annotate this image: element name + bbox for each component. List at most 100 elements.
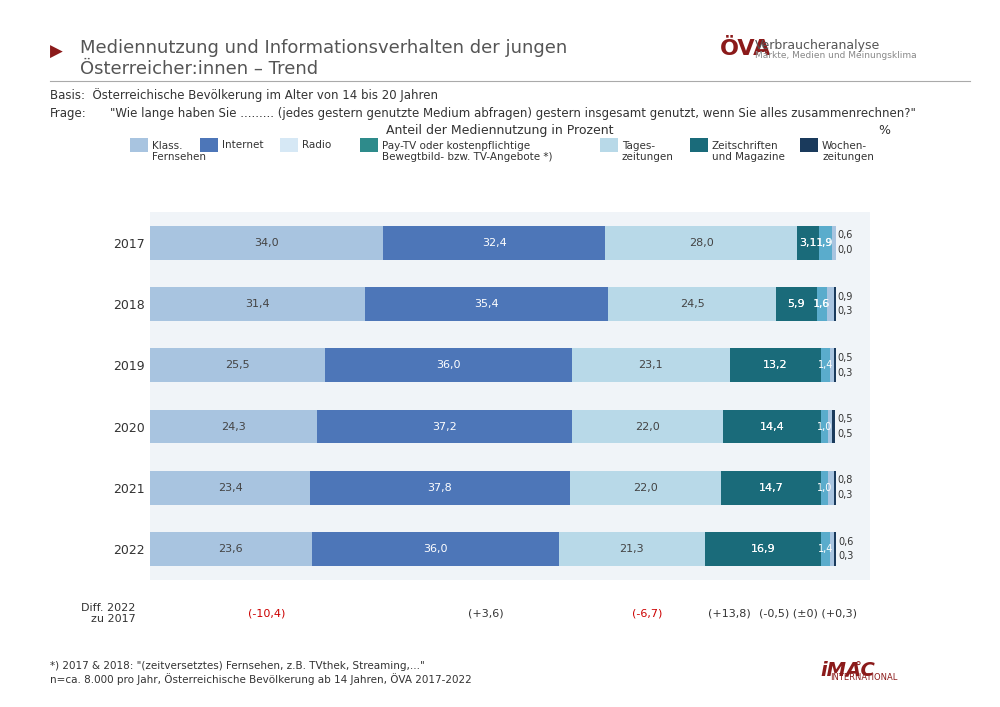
Bar (830, 532, 834, 566)
Text: 37,8: 37,8 (428, 483, 452, 493)
Text: 0,9: 0,9 (838, 292, 853, 302)
Text: 3,1: 3,1 (799, 238, 817, 247)
Text: 0,6: 0,6 (838, 537, 854, 547)
Text: Internet: Internet (222, 140, 264, 150)
Text: 28,0: 28,0 (689, 238, 714, 247)
Bar (819, 226, 832, 259)
Text: 3,1: 3,1 (799, 238, 817, 247)
Bar (827, 287, 834, 321)
Text: 0,5: 0,5 (837, 429, 853, 439)
Bar (832, 226, 836, 259)
Text: 1,6: 1,6 (814, 299, 830, 309)
Text: 0,3: 0,3 (838, 306, 853, 316)
Text: 5,9: 5,9 (787, 299, 805, 309)
Bar (605, 226, 797, 259)
Text: Basis:  Österreichische Bevölkerung im Alter von 14 bis 20 Jahren: Basis: Österreichische Bevölkerung im Al… (50, 88, 438, 103)
Text: 0,5: 0,5 (838, 353, 853, 363)
Bar (383, 226, 605, 259)
Bar (365, 287, 608, 321)
Text: Wochen-: Wochen- (822, 141, 867, 151)
Text: 1,4: 1,4 (818, 544, 833, 554)
Text: 1,6: 1,6 (813, 299, 831, 309)
Text: Tages-: Tages- (622, 141, 655, 151)
Text: 1,0: 1,0 (817, 421, 832, 431)
Text: Bewegtbild- bzw. TV-Angebote *): Bewegtbild- bzw. TV-Angebote *) (382, 152, 552, 162)
Text: 13,2: 13,2 (763, 361, 788, 370)
Text: 21,3: 21,3 (619, 544, 644, 554)
Text: 0,6: 0,6 (838, 230, 853, 240)
Text: 36,0: 36,0 (436, 361, 461, 370)
Text: 0,3: 0,3 (838, 368, 853, 378)
Bar (150, 226, 383, 259)
Text: 1,9: 1,9 (817, 238, 833, 247)
Text: Klass.: Klass. (152, 141, 182, 151)
Bar (325, 349, 572, 382)
Text: und Magazine: und Magazine (712, 152, 785, 162)
Text: (-10,4): (-10,4) (248, 608, 285, 619)
Bar (572, 349, 730, 382)
Text: zeitungen: zeitungen (822, 152, 874, 162)
Text: 0,8: 0,8 (838, 476, 853, 486)
Bar (832, 410, 835, 443)
Bar (828, 471, 834, 505)
Text: Zeitschriften: Zeitschriften (712, 141, 779, 151)
Text: Diff. 2022
zu 2017: Diff. 2022 zu 2017 (81, 602, 136, 624)
Bar (821, 410, 828, 443)
Text: Fernsehen: Fernsehen (152, 152, 206, 162)
Bar (150, 532, 312, 566)
Text: 14,7: 14,7 (759, 483, 783, 493)
Bar (317, 410, 572, 443)
Bar (559, 532, 705, 566)
Text: 5,9: 5,9 (787, 299, 805, 309)
Text: 0,5: 0,5 (837, 414, 853, 424)
Text: 37,2: 37,2 (432, 421, 457, 431)
Text: Pay-TV oder kostenpflichtige: Pay-TV oder kostenpflichtige (382, 141, 530, 151)
Bar (834, 471, 836, 505)
Text: %: % (878, 124, 890, 136)
Text: zeitungen: zeitungen (622, 152, 674, 162)
Text: 24,5: 24,5 (680, 299, 704, 309)
Text: n=ca. 8.000 pro Jahr, Österreichische Bevölkerung ab 14 Jahren, ÖVA 2017-2022: n=ca. 8.000 pro Jahr, Österreichische Be… (50, 673, 472, 685)
Bar (608, 287, 776, 321)
Text: Anteil der Mediennutzung in Prozent: Anteil der Mediennutzung in Prozent (386, 124, 614, 136)
Bar (834, 287, 836, 321)
Text: (+13,8): (+13,8) (708, 608, 751, 619)
Text: 36,0: 36,0 (423, 544, 448, 554)
Bar (150, 410, 317, 443)
Bar (150, 287, 365, 321)
Text: ÖVA: ÖVA (720, 39, 771, 59)
Bar (797, 226, 819, 259)
Text: (+3,6): (+3,6) (468, 608, 504, 619)
Text: 0,3: 0,3 (838, 490, 853, 500)
Bar (830, 349, 834, 382)
Text: 22,0: 22,0 (635, 421, 660, 431)
Text: (-6,7): (-6,7) (632, 608, 662, 619)
Bar (821, 471, 828, 505)
Text: 14,4: 14,4 (760, 421, 784, 431)
Bar (730, 349, 821, 382)
Bar (312, 532, 559, 566)
Bar (723, 410, 821, 443)
Bar (705, 532, 821, 566)
Text: ▶: ▶ (50, 42, 63, 60)
Text: 23,1: 23,1 (639, 361, 663, 370)
Text: 32,4: 32,4 (482, 238, 507, 247)
Text: 16,9: 16,9 (750, 544, 775, 554)
Text: Märkte, Medien und Meinungsklima: Märkte, Medien und Meinungsklima (755, 51, 917, 60)
Text: (-0,5) (±0) (+0,3): (-0,5) (±0) (+0,3) (759, 608, 857, 619)
Text: 31,4: 31,4 (245, 299, 270, 309)
Text: Österreicher:innen – Trend: Österreicher:innen – Trend (80, 60, 318, 78)
Bar (570, 471, 721, 505)
Text: 14,7: 14,7 (759, 483, 783, 493)
Text: 0,0: 0,0 (838, 245, 853, 255)
Bar (150, 349, 325, 382)
Bar (721, 471, 821, 505)
Text: 35,4: 35,4 (474, 299, 499, 309)
Bar (834, 532, 836, 566)
Text: 1,4: 1,4 (818, 361, 833, 370)
Text: INTERNATIONAL: INTERNATIONAL (830, 673, 897, 682)
Text: Radio: Radio (302, 140, 331, 150)
Bar (817, 287, 827, 321)
Text: 22,0: 22,0 (633, 483, 657, 493)
Text: *) 2017 & 2018: "(zeitversetztes) Fernsehen, z.B. TVthek, Streaming,...": *) 2017 & 2018: "(zeitversetztes) Fernse… (50, 661, 425, 671)
